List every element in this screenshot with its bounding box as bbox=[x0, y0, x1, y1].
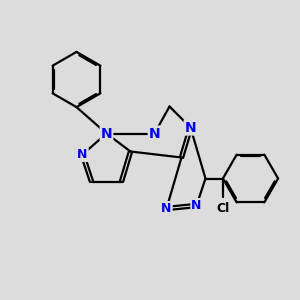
Text: Cl: Cl bbox=[216, 202, 230, 215]
Text: N: N bbox=[185, 121, 196, 134]
Text: N: N bbox=[161, 202, 172, 215]
Text: N: N bbox=[77, 148, 88, 161]
Text: N: N bbox=[191, 199, 202, 212]
Text: N: N bbox=[149, 127, 160, 140]
Text: N: N bbox=[101, 127, 112, 140]
